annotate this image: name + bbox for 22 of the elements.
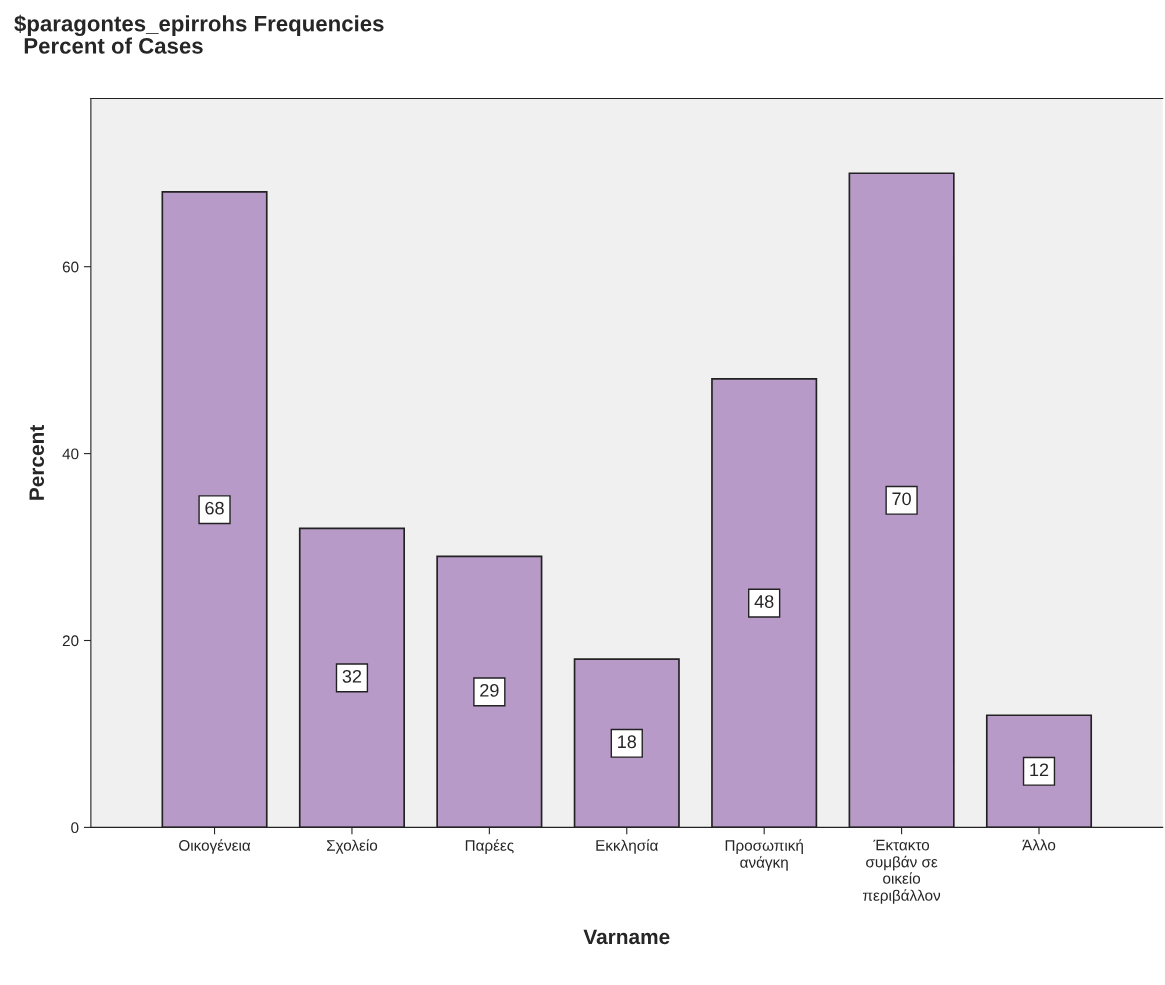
data-label: 12 (1030, 763, 1049, 776)
chart-title: $paragontes_epirrohs Frequencies (14, 14, 384, 36)
x-tick-label: Προσωπική ανάγκη (725, 839, 803, 871)
y-tick-label: 60 (62, 261, 79, 273)
y-tick-label: 40 (62, 448, 79, 460)
x-tick-label: Εκκλησία (596, 839, 658, 854)
x-tick-label: Οικογένεια (179, 839, 251, 854)
x-tick-label: Άλλο (1022, 839, 1056, 851)
data-label: 29 (480, 683, 499, 697)
y-tick-label: 0 (71, 822, 79, 834)
data-label: 68 (205, 501, 224, 515)
x-tick-label: Έκτακτο συμβάν σε οικείο περιβάλλον (863, 839, 941, 904)
x-tick-label: Παρέες (465, 839, 514, 854)
x-tick-label: Σχολείο (326, 839, 378, 854)
x-axis-title: Varname (583, 929, 670, 945)
data-label: 70 (892, 492, 911, 506)
data-label: 18 (618, 735, 637, 749)
chart-subtitle: Percent of Cases (24, 37, 203, 54)
y-axis-title: Percent (29, 424, 45, 500)
y-tick-label: 20 (62, 635, 79, 647)
data-label: 48 (754, 595, 774, 608)
data-label: 32 (342, 669, 362, 683)
